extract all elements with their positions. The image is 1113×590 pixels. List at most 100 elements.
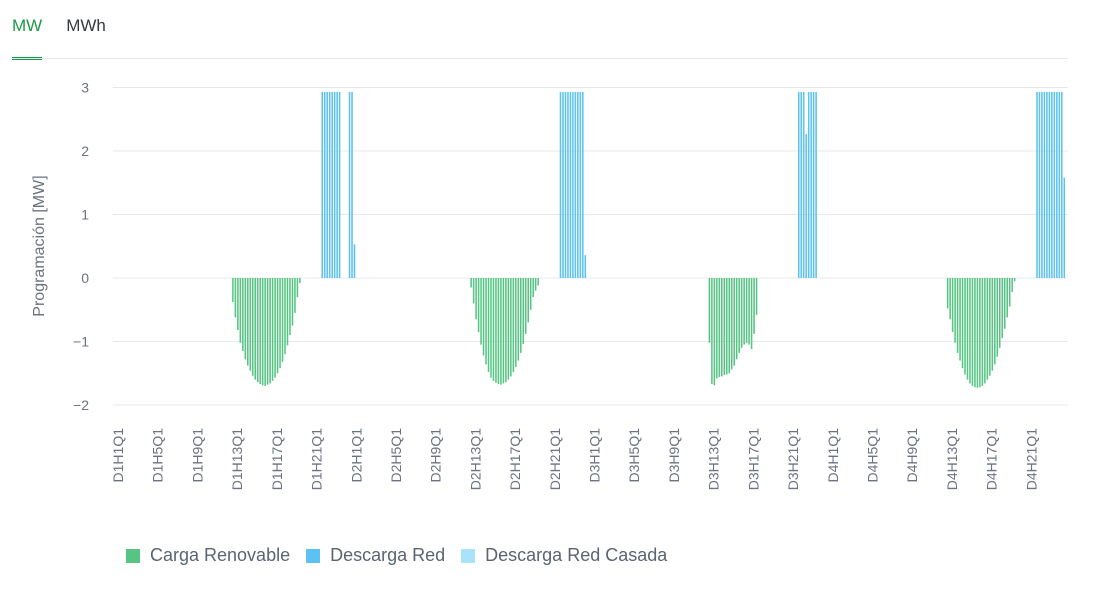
bar-descarga-red (810, 91, 812, 278)
x-tick-label: D2H17Q1 (507, 428, 523, 490)
y-tick-label: −1 (73, 334, 89, 350)
x-tick-label: D3H17Q1 (745, 428, 761, 490)
bar-carga-renovable (472, 278, 475, 304)
bar-descarga-red (338, 91, 341, 278)
bar-descarga-red (1038, 91, 1041, 278)
x-tick-label: D4H5Q1 (865, 428, 881, 483)
x-tick-label: D3H13Q1 (706, 428, 722, 490)
bar-carga-renovable (237, 278, 239, 331)
bar-carga-renovable (1006, 278, 1008, 318)
bar-descarga-red (579, 91, 582, 278)
x-tick-label: D1H13Q1 (229, 428, 245, 490)
x-tick-label: D4H1Q1 (825, 428, 841, 483)
bar-carga-renovable (515, 278, 517, 367)
bar-carga-renovable (482, 278, 485, 356)
legend-label-descarga-red-casada: Descarga Red Casada (485, 545, 668, 565)
grid-lines (113, 87, 1068, 406)
bar-carga-renovable (981, 278, 984, 386)
bar-carga-renovable (495, 278, 497, 383)
bar-carga-renovable (244, 278, 247, 360)
bar-carga-renovable (251, 278, 254, 376)
y-tick-label: 0 (81, 270, 89, 286)
x-tick-label: D2H5Q1 (388, 428, 404, 483)
bar-carga-renovable (490, 278, 492, 378)
bar-carga-renovable (974, 278, 976, 388)
bar-carga-renovable (949, 278, 951, 320)
bar-carga-renovable (721, 278, 723, 377)
bar-carga-renovable (716, 278, 718, 379)
bar-descarga-red (569, 91, 572, 278)
bar-carga-renovable (532, 278, 534, 298)
bar-carga-renovable (996, 278, 999, 357)
bar-marks (232, 91, 1066, 388)
bar-descarga-red (562, 91, 564, 278)
bar-descarga-red (1053, 91, 1056, 278)
bar-descarga-red (353, 244, 356, 278)
bar-carga-renovable (750, 278, 753, 350)
x-tick-label: D2H13Q1 (467, 428, 483, 490)
bar-descarga-red (807, 91, 810, 278)
bar-descarga-red (567, 91, 569, 278)
bar-carga-renovable (966, 278, 969, 380)
bar-carga-renovable (505, 278, 507, 383)
bar-descarga-red (1046, 91, 1048, 278)
bar-carga-renovable (733, 278, 735, 366)
y-tick-label: 3 (81, 80, 89, 96)
bar-carga-renovable (1003, 278, 1006, 329)
bar-descarga-red (348, 91, 351, 278)
legend-swatch-descarga-red (306, 548, 321, 563)
bar-carga-renovable (951, 278, 954, 332)
bar-carga-renovable (289, 278, 291, 336)
bar-carga-renovable (510, 278, 512, 377)
bar-carga-renovable (989, 278, 991, 376)
bar-carga-renovable (1008, 278, 1011, 307)
bar-carga-renovable (728, 278, 731, 374)
bar-carga-renovable (961, 278, 964, 369)
bar-descarga-red (800, 91, 802, 278)
bar-carga-renovable (979, 278, 981, 388)
bar-carga-renovable (738, 278, 740, 353)
x-tick-label: D4H9Q1 (904, 428, 920, 483)
bar-descarga-red (336, 91, 338, 278)
bar-descarga-red (1036, 91, 1038, 278)
bar-carga-renovable (271, 278, 274, 381)
bar-carga-renovable (755, 278, 758, 315)
bar-descarga-red (323, 91, 326, 278)
bar-carga-renovable (296, 278, 299, 298)
bar-descarga-red (812, 91, 815, 278)
bar-descarga-red (582, 91, 584, 278)
chart-legend: Carga Renovable Descarga Red Descarga Re… (126, 545, 683, 566)
bar-carga-renovable (492, 278, 495, 381)
bar-carga-renovable (718, 278, 721, 378)
legend-item-descarga-red-casada[interactable]: Descarga Red Casada (461, 545, 667, 566)
bar-carga-renovable (708, 278, 711, 343)
bar-carga-renovable (971, 278, 974, 386)
legend-item-carga-renovable[interactable]: Carga Renovable (126, 545, 290, 566)
bar-carga-renovable (234, 278, 237, 318)
bar-carga-renovable (256, 278, 259, 383)
bar-carga-renovable (748, 278, 750, 345)
bar-carga-renovable (998, 278, 1001, 348)
legend-label-descarga-red: Descarga Red (330, 545, 446, 565)
legend-swatch-descarga-red-casada (461, 548, 476, 563)
tab-mwh[interactable]: MWh (66, 16, 106, 35)
bar-carga-renovable (266, 278, 269, 385)
bar-descarga-red (1056, 91, 1058, 278)
legend-item-descarga-red[interactable]: Descarga Red (306, 545, 445, 566)
bar-descarga-red (559, 91, 562, 278)
legend-swatch-carga-renovable (126, 548, 140, 563)
bar-descarga-red (331, 91, 333, 278)
bar-carga-renovable (969, 278, 971, 384)
bar-carga-renovable (264, 278, 266, 386)
bar-carga-renovable (954, 278, 956, 343)
bar-carga-renovable (261, 278, 264, 386)
bar-carga-renovable (517, 278, 520, 361)
bar-carga-renovable (497, 278, 500, 385)
bar-descarga-red (321, 91, 324, 278)
bar-carga-renovable (294, 278, 296, 313)
bar-descarga-red (797, 91, 800, 278)
bar-carga-renovable (735, 278, 738, 360)
bar-carga-renovable (524, 278, 527, 334)
bar-carga-renovable (286, 278, 289, 346)
bar-carga-renovable (274, 278, 276, 378)
